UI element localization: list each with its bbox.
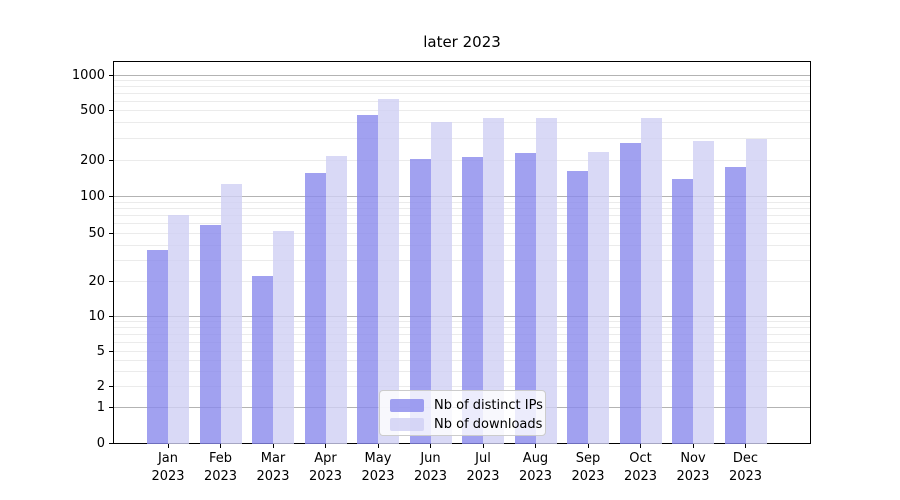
x-tick — [220, 444, 221, 448]
bar-distinct-ips — [514, 152, 536, 444]
x-tick — [587, 444, 589, 448]
x-tick-label: Jul 2023 — [466, 451, 500, 484]
y-tick — [109, 109, 113, 111]
y-tick — [109, 385, 113, 387]
y-tick — [109, 315, 113, 317]
bar-distinct-ips — [357, 114, 378, 444]
x-tick — [535, 444, 536, 448]
y-tick-label: 50 — [88, 225, 105, 241]
x-tick — [325, 444, 326, 448]
x-tick — [745, 444, 746, 448]
minor-gridline — [114, 86, 810, 88]
major-gridline — [114, 75, 810, 76]
bar-downloads — [535, 118, 557, 444]
x-tick-label: Apr 2023 — [308, 451, 343, 484]
y-tick-label: 200 — [80, 152, 105, 168]
y-tick — [109, 159, 113, 161]
bar-downloads — [325, 156, 347, 444]
plot-area — [113, 61, 811, 444]
legend-swatch-downloads-icon — [390, 418, 424, 431]
minor-gridline — [114, 93, 810, 94]
bar-distinct-ips — [724, 166, 746, 444]
x-tick-label: Jun 2023 — [413, 451, 448, 484]
x-tick — [377, 444, 379, 448]
y-tick-label: 100 — [80, 188, 105, 204]
bar-downloads — [745, 138, 767, 444]
minor-gridline — [114, 100, 810, 102]
y-tick — [109, 195, 113, 197]
bar-downloads — [588, 152, 609, 444]
x-tick — [640, 444, 641, 448]
x-tick — [482, 444, 484, 448]
legend-item-distinct-ips: Nb of distinct IPs — [390, 396, 545, 415]
x-tick-label: Jan 2023 — [151, 451, 185, 484]
minor-gridline — [114, 137, 810, 139]
chart-title: later 2023 — [423, 33, 501, 51]
x-tick-label: Aug 2023 — [518, 451, 553, 484]
legend-item-downloads: Nb of downloads — [390, 415, 545, 434]
bar-distinct-ips — [252, 276, 273, 444]
y-tick-label: 1 — [96, 399, 105, 415]
y-tick-label: 500 — [80, 102, 105, 118]
minor-gridline — [114, 110, 810, 111]
bar-downloads — [168, 215, 189, 444]
bar-distinct-ips — [147, 250, 168, 444]
legend-label-distinct-ips: Nb of distinct IPs — [434, 398, 543, 413]
x-tick-label: Sep 2023 — [571, 451, 605, 484]
bar-downloads — [220, 184, 242, 444]
y-tick-label: 1000 — [71, 67, 105, 83]
minor-gridline — [114, 122, 810, 124]
bar-distinct-ips — [462, 157, 483, 444]
y-tick-label: 5 — [96, 343, 105, 359]
x-tick-label: Feb 2023 — [203, 451, 238, 484]
minor-gridline — [114, 80, 810, 82]
bar-downloads — [430, 122, 452, 444]
x-tick-label: Nov 2023 — [676, 451, 710, 484]
x-tick — [430, 444, 431, 448]
y-tick-label: 0 — [96, 435, 105, 451]
bar-downloads — [378, 99, 399, 444]
x-tick — [167, 444, 169, 448]
y-tick — [109, 350, 113, 352]
x-tick-label: Dec 2023 — [728, 451, 763, 484]
bar-distinct-ips — [409, 158, 431, 444]
y-tick — [109, 406, 113, 408]
y-tick-label: 2 — [96, 378, 105, 394]
y-tick-label: 20 — [88, 273, 105, 289]
bar-downloads — [273, 230, 294, 444]
y-tick — [109, 232, 113, 234]
y-tick-label: 10 — [88, 308, 105, 324]
legend-swatch-distinct-ips-icon — [390, 399, 424, 412]
bar-distinct-ips — [619, 142, 641, 444]
x-tick — [272, 444, 274, 448]
y-tick — [109, 442, 113, 444]
y-tick — [109, 280, 113, 282]
bar-distinct-ips — [304, 173, 326, 444]
y-tick — [109, 74, 113, 76]
bar-distinct-ips — [199, 225, 221, 444]
x-tick-label: May 2023 — [361, 451, 395, 484]
bar-distinct-ips — [567, 170, 588, 444]
x-tick — [692, 444, 694, 448]
legend: Nb of distinct IPs Nb of downloads — [379, 390, 546, 436]
x-tick-label: Oct 2023 — [623, 451, 658, 484]
x-tick-label: Mar 2023 — [256, 451, 290, 484]
bar-distinct-ips — [672, 178, 693, 444]
bar-downloads — [483, 118, 504, 444]
legend-label-downloads: Nb of downloads — [434, 417, 543, 432]
bar-downloads — [640, 118, 662, 444]
bar-downloads — [693, 140, 714, 444]
